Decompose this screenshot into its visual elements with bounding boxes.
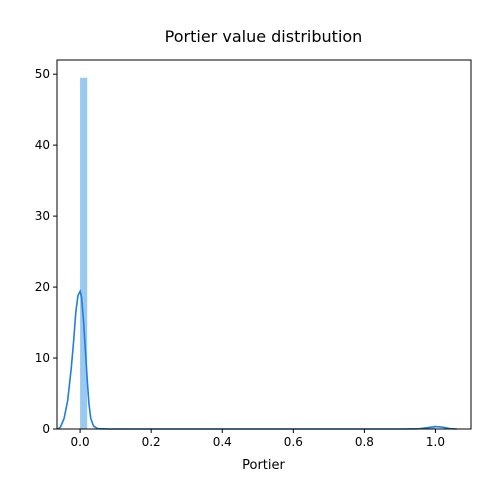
x-tick-label-5: 1.0 <box>426 435 445 449</box>
x-tick-label-2: 0.4 <box>213 435 232 449</box>
chart-title: Portier value distribution <box>165 27 363 46</box>
plot-area: 0.0 0.2 0.4 0.6 0.8 1.0 0 10 20 30 40 50 <box>35 59 472 449</box>
y-tick-label-0: 0 <box>42 422 50 436</box>
y-tick-label-4: 40 <box>35 138 50 152</box>
y-tick-label-1: 10 <box>35 351 50 365</box>
y-tick-label-3: 30 <box>35 209 50 223</box>
x-tick-label-1: 0.2 <box>142 435 161 449</box>
kde-line <box>57 289 457 430</box>
plot-frame <box>56 59 472 430</box>
x-tick-label-0: 0.0 <box>71 435 90 449</box>
y-tick-label-2: 20 <box>35 280 50 294</box>
x-axis-label: Portier <box>242 458 285 473</box>
histogram-bar-0 <box>80 77 88 429</box>
x-tick-label-4: 0.8 <box>355 435 374 449</box>
y-tick-label-5: 50 <box>35 67 50 81</box>
x-tick-label-3: 0.6 <box>284 435 303 449</box>
